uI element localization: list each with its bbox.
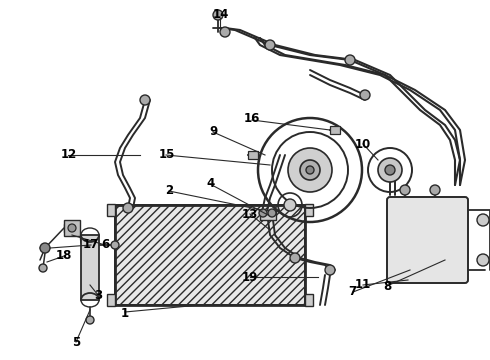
Text: 13: 13 [242,208,258,221]
Circle shape [378,158,402,182]
Circle shape [284,199,296,211]
Text: 16: 16 [244,112,261,125]
Bar [64,220,80,236]
Text: 18: 18 [55,249,72,262]
FancyBboxPatch shape [387,197,468,283]
Circle shape [140,95,150,105]
Bar [330,126,340,134]
Circle shape [86,316,94,324]
Bar [248,151,258,159]
Bar [107,294,115,306]
Circle shape [290,253,300,263]
Bar [81,235,99,300]
Circle shape [111,241,119,249]
Circle shape [265,40,275,50]
Circle shape [268,209,276,217]
Text: 4: 4 [207,177,215,190]
Circle shape [300,160,320,180]
Text: 1: 1 [121,307,129,320]
Circle shape [385,165,395,175]
Circle shape [477,214,489,226]
Circle shape [400,185,410,195]
Circle shape [39,264,47,272]
Text: 8: 8 [383,280,391,293]
Text: 11: 11 [354,278,371,291]
Circle shape [288,148,332,192]
Bar [107,204,115,216]
Circle shape [213,10,223,20]
Text: 17: 17 [82,238,99,251]
Circle shape [68,224,76,232]
Circle shape [123,203,133,213]
Circle shape [360,90,370,100]
Text: 10: 10 [354,138,371,150]
Circle shape [306,166,314,174]
Bar [305,294,313,306]
Text: 2: 2 [165,184,173,197]
Text: 5: 5 [72,336,80,348]
Text: 9: 9 [209,125,217,138]
Text: 15: 15 [158,148,175,161]
Bar [305,204,313,216]
Circle shape [345,55,355,65]
Text: 14: 14 [212,8,229,21]
Text: 3: 3 [94,289,102,302]
Text: 12: 12 [60,148,77,161]
Text: 7: 7 [349,285,357,298]
Circle shape [259,209,267,217]
Circle shape [477,254,489,266]
Circle shape [430,185,440,195]
Bar [260,210,276,220]
Circle shape [325,265,335,275]
Circle shape [220,27,230,37]
Text: 19: 19 [242,271,258,284]
Text: 6: 6 [101,238,109,251]
Circle shape [40,243,50,253]
Bar [115,205,305,305]
